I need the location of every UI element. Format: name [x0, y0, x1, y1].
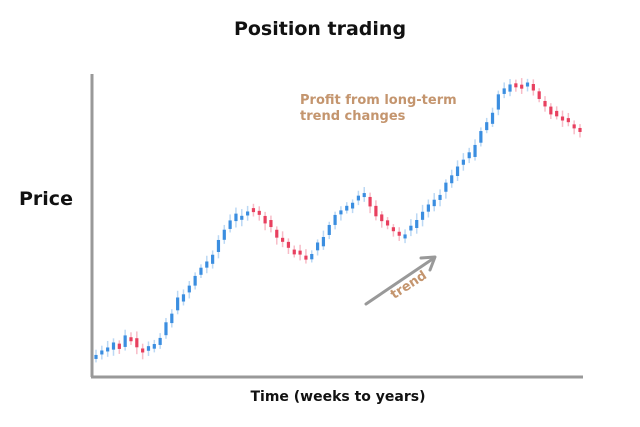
candle-up: [362, 193, 366, 198]
candle-down: [292, 249, 296, 255]
y-axis-label: Price: [19, 188, 73, 210]
candle-up: [94, 354, 98, 359]
candle-down: [385, 220, 390, 226]
candle-up: [164, 322, 168, 336]
candle-up: [310, 253, 314, 260]
candle-down: [560, 116, 565, 121]
candle-up: [444, 182, 448, 192]
candle-up: [234, 213, 238, 222]
candle-up: [473, 144, 477, 157]
candle-up: [222, 229, 226, 240]
candle-up: [327, 224, 331, 235]
candle-up: [187, 285, 191, 293]
axes: [90, 74, 583, 379]
candle-up: [100, 350, 104, 355]
candle-up: [315, 242, 320, 251]
candle-down: [374, 205, 378, 217]
candle-down: [286, 241, 291, 248]
candle-down: [257, 210, 261, 215]
candle-down: [298, 250, 302, 255]
candle-up: [420, 211, 425, 220]
candle-down: [543, 100, 547, 107]
candle-up: [508, 84, 512, 92]
candle-up: [181, 294, 186, 302]
candle-up: [158, 337, 162, 345]
candle-up: [438, 194, 442, 200]
candle-up: [403, 234, 407, 239]
candle-up: [525, 82, 530, 87]
candle-down: [380, 214, 384, 222]
candle-down: [304, 255, 308, 260]
candle-up: [350, 202, 355, 209]
candle-up: [502, 88, 506, 94]
candle-up: [240, 215, 244, 220]
candle-down: [251, 208, 256, 213]
candle-up: [339, 210, 343, 215]
candle-down: [537, 91, 541, 99]
candle-down: [129, 337, 133, 342]
candle-up: [485, 122, 489, 131]
candle-up: [479, 131, 483, 143]
candle-down: [514, 83, 518, 88]
candle-down: [275, 229, 279, 238]
candle-down: [135, 338, 139, 348]
chart-title: Position trading: [233, 18, 407, 40]
candle-up: [246, 211, 250, 216]
candle-up: [415, 219, 419, 228]
candle-down: [555, 110, 559, 117]
candle-down: [397, 231, 401, 236]
candle-up: [426, 204, 430, 212]
annotation: Profit from long-term trend changes: [300, 93, 457, 125]
candle-up: [356, 195, 361, 201]
candles: [94, 78, 582, 363]
annotation-line-2: trend changes: [300, 109, 406, 124]
candle-up: [123, 335, 127, 347]
candle-down: [281, 237, 285, 242]
candle-up: [106, 347, 110, 352]
candle-up: [111, 342, 116, 350]
candle-down: [549, 106, 553, 115]
candle-up: [490, 112, 495, 124]
candle-up: [176, 297, 180, 311]
candle-up: [205, 261, 209, 268]
candle-up: [170, 313, 174, 324]
candle-up: [228, 220, 232, 229]
trend-arrow-icon: [364, 255, 437, 306]
candle-up: [461, 159, 465, 165]
candle-up: [321, 236, 326, 247]
candle-up: [496, 94, 500, 110]
candle-up: [146, 346, 151, 351]
candle-up: [432, 199, 436, 207]
candle-up: [211, 254, 215, 264]
candle-down: [141, 348, 145, 353]
candle-down: [572, 124, 576, 129]
candle-down: [566, 118, 570, 123]
x-axis-label: Time (weeks to years): [250, 389, 426, 405]
candle-up: [152, 344, 156, 349]
candle-down: [578, 127, 582, 132]
candle-down: [520, 84, 524, 89]
candle-down: [368, 196, 372, 207]
candle-down: [263, 215, 267, 224]
candle-up: [345, 205, 349, 211]
candle-up: [409, 225, 413, 231]
candle-down: [269, 220, 273, 228]
candle-up: [333, 214, 337, 225]
annotation-line-1: Profit from long-term: [300, 93, 457, 108]
candle-down: [391, 227, 395, 232]
candle-up: [193, 275, 197, 286]
candle-up: [199, 267, 203, 275]
candle-down: [117, 343, 121, 349]
candle-down: [531, 84, 535, 91]
candle-up: [450, 175, 454, 184]
candle-up: [467, 152, 471, 159]
candle-up: [455, 166, 460, 177]
candle-up: [216, 239, 221, 252]
